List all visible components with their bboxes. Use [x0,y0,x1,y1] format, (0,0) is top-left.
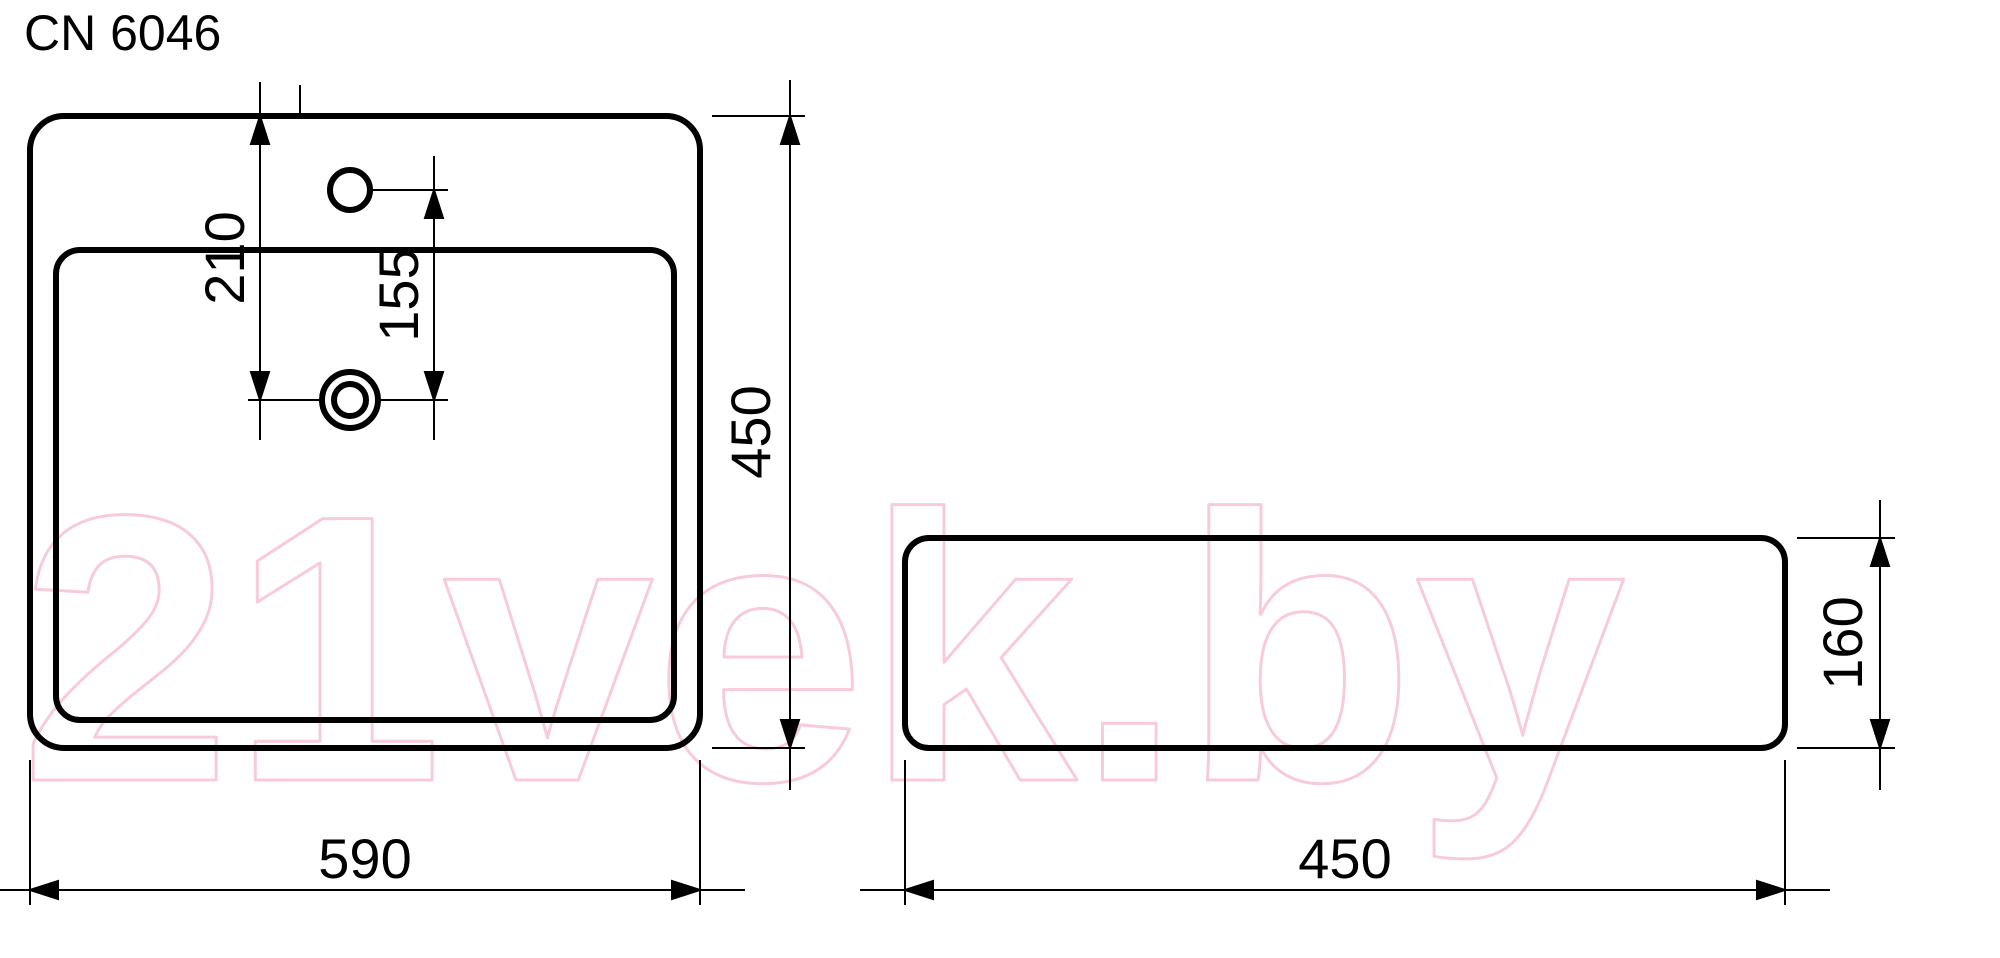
dim-210-label: 210 [193,211,256,304]
dim-side-width-450-label: 450 [1298,827,1391,890]
drawing-title: CN 6046 [24,5,221,61]
drain-outer [322,372,378,428]
dim-155-label: 155 [367,248,430,341]
dim-side-height-160: 160 [1797,500,1895,790]
dim-side-height-160-label: 160 [1811,596,1874,689]
dim-width-590-label: 590 [318,827,411,890]
drain-inner [334,384,366,416]
watermark: 21vek.by [20,436,1628,863]
watermark-text: 21vek.by [20,436,1628,863]
tap-hole [330,170,370,210]
dim-210: 210 [193,82,322,440]
dim-height-450-label: 450 [719,385,782,478]
technical-drawing: 21vek.by CN 6046 [0,0,2000,958]
